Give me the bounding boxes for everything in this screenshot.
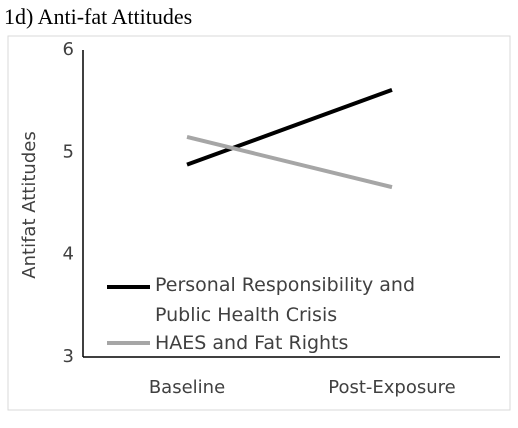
y-tick-label: 5	[63, 141, 74, 162]
series-line	[186, 88, 393, 167]
x-tick-label: Post-Exposure	[328, 377, 456, 398]
legend-label: HAES and Fat Rights	[155, 332, 349, 354]
y-tick-label: 6	[63, 39, 74, 60]
x-tick-label: Baseline	[149, 377, 225, 398]
chart-title: 1d) Anti-fat Attitudes	[4, 4, 193, 29]
y-tick-label: 3	[63, 346, 74, 367]
y-tick-label: 4	[63, 244, 74, 265]
chart-frame	[7, 35, 511, 411]
series-line	[186, 135, 393, 190]
y-axis-label: Antifat Attitudes	[19, 131, 40, 278]
legend-label: Personal Responsibility and Public Healt…	[155, 274, 416, 326]
